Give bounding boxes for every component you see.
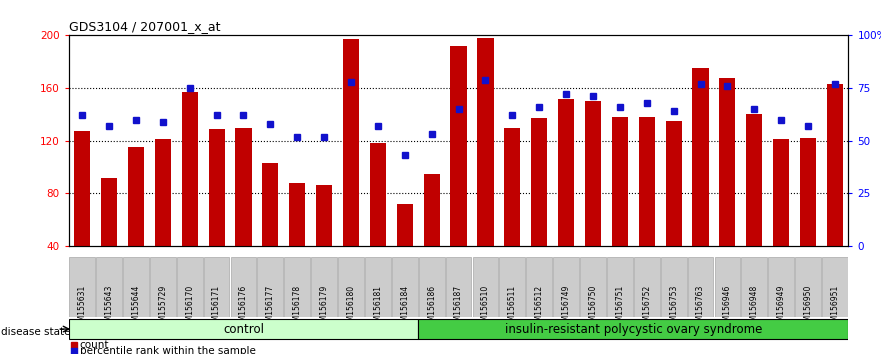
Text: GSM156752: GSM156752 [642,285,651,331]
Text: GSM156176: GSM156176 [239,285,248,331]
Bar [742,257,767,317]
Bar [774,139,789,246]
Bar [665,121,682,246]
Bar [101,178,117,246]
Text: GDS3104 / 207001_x_at: GDS3104 / 207001_x_at [69,20,220,33]
Text: GSM156177: GSM156177 [266,285,275,331]
Bar [311,257,337,317]
Text: GSM155631: GSM155631 [78,285,86,331]
Bar [553,257,579,317]
Text: GSM156950: GSM156950 [803,285,812,331]
Bar [150,257,175,317]
Bar [204,257,229,317]
Bar [692,68,708,246]
Bar [450,46,467,246]
Text: GSM156946: GSM156946 [723,285,732,331]
Text: GSM156750: GSM156750 [589,285,597,331]
Text: GSM156178: GSM156178 [292,285,302,331]
Bar [74,131,90,246]
Text: GSM156751: GSM156751 [615,285,625,331]
Bar [633,257,660,317]
Text: GSM156749: GSM156749 [561,285,571,331]
Bar [257,257,284,317]
Text: GSM156948: GSM156948 [750,285,759,331]
Text: GSM155643: GSM155643 [105,285,114,331]
Text: disease state: disease state [1,327,70,337]
Bar [177,257,203,317]
Bar [418,319,848,339]
Text: GSM156187: GSM156187 [454,285,463,331]
Bar [478,38,493,246]
Bar [392,257,418,317]
Bar [720,78,736,246]
Bar [639,117,655,246]
Bar [316,185,332,246]
Bar [827,84,843,246]
Bar [800,138,816,246]
Bar [580,257,606,317]
Bar [285,257,310,317]
Bar [96,257,122,317]
Text: GSM156181: GSM156181 [374,285,382,331]
Bar [365,257,391,317]
Text: GSM155644: GSM155644 [131,285,140,331]
Text: count: count [80,339,109,350]
Text: GSM156180: GSM156180 [346,285,356,331]
Text: GSM155729: GSM155729 [159,285,167,331]
Text: GSM156510: GSM156510 [481,285,490,331]
Bar [231,257,256,317]
Bar [128,147,144,246]
Bar [424,173,440,246]
Bar [123,257,149,317]
Text: control: control [223,322,264,336]
Text: GSM156186: GSM156186 [427,285,436,331]
Bar [768,257,794,317]
Bar [396,204,413,246]
Text: GSM156171: GSM156171 [212,285,221,331]
Bar [607,257,633,317]
Bar [822,257,848,317]
Text: GSM156170: GSM156170 [185,285,194,331]
Bar [209,129,225,246]
Bar [688,257,714,317]
Text: GSM156951: GSM156951 [831,285,840,331]
Bar [235,127,252,246]
Bar [181,92,197,246]
Bar [611,117,628,246]
Bar [70,257,95,317]
Bar [343,39,359,246]
Text: GSM156179: GSM156179 [320,285,329,331]
Bar [504,127,521,246]
Text: GSM156511: GSM156511 [507,285,517,331]
Bar [714,257,740,317]
Bar [585,101,601,246]
Bar [289,183,306,246]
Bar [526,257,552,317]
Text: GSM156763: GSM156763 [696,285,705,331]
Bar [370,143,386,246]
Bar [500,257,525,317]
Bar [69,319,418,339]
Bar [661,257,686,317]
Text: GSM156512: GSM156512 [535,285,544,331]
Text: GSM156949: GSM156949 [777,285,786,331]
Bar [558,98,574,246]
Bar [338,257,364,317]
Bar [531,118,547,246]
Bar [418,257,445,317]
Text: GSM156184: GSM156184 [400,285,410,331]
Bar [746,114,762,246]
Bar [796,257,821,317]
Text: GSM156753: GSM156753 [670,285,678,331]
Text: percentile rank within the sample: percentile rank within the sample [80,346,255,354]
Bar [446,257,471,317]
Bar [472,257,499,317]
Bar [155,139,171,246]
Bar [263,163,278,246]
Text: insulin-resistant polycystic ovary syndrome: insulin-resistant polycystic ovary syndr… [505,322,762,336]
